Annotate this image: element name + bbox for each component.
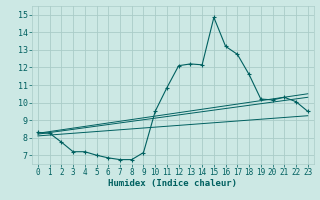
X-axis label: Humidex (Indice chaleur): Humidex (Indice chaleur) [108,179,237,188]
